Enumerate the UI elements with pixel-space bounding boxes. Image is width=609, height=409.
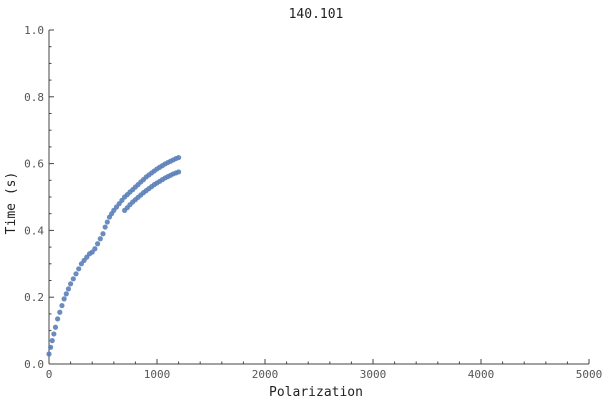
data-point bbox=[176, 169, 182, 175]
data-point bbox=[70, 276, 76, 282]
y-tick-label: 0.0 bbox=[24, 358, 44, 371]
x-tick-label: 1000 bbox=[144, 368, 171, 381]
data-point bbox=[104, 219, 110, 225]
data-point bbox=[48, 344, 54, 350]
x-tick-label: 0 bbox=[46, 368, 53, 381]
data-point bbox=[49, 338, 55, 344]
y-tick-label: 0.8 bbox=[24, 91, 44, 104]
data-point bbox=[76, 266, 82, 272]
axes bbox=[48, 30, 589, 365]
data-point bbox=[57, 309, 63, 315]
data-point bbox=[92, 246, 98, 252]
x-tick-label: 4000 bbox=[468, 368, 495, 381]
chart-title: 140.101 bbox=[289, 7, 344, 22]
x-tick-label: 2000 bbox=[252, 368, 279, 381]
y-axis-label: Time (s) bbox=[4, 172, 19, 235]
data-point bbox=[55, 316, 61, 322]
data-point bbox=[51, 331, 57, 337]
data-point bbox=[95, 241, 101, 247]
x-tick-label: 3000 bbox=[360, 368, 387, 381]
y-ticks: 0.0 0.2 0.4 0.6 0.8 1.0 bbox=[24, 24, 54, 371]
x-ticks: 0 1000 2000 3000 4000 5000 bbox=[46, 359, 603, 381]
y-tick-label: 0.4 bbox=[24, 224, 44, 237]
data-point bbox=[46, 351, 52, 357]
data-point bbox=[61, 296, 67, 302]
data-point bbox=[100, 231, 106, 237]
data-point bbox=[97, 236, 103, 242]
data-point bbox=[176, 154, 182, 161]
x-axis-label: Polarization bbox=[269, 385, 363, 400]
data-point bbox=[59, 302, 65, 309]
data-point bbox=[73, 271, 79, 277]
data-point bbox=[65, 286, 72, 292]
y-tick-label: 1.0 bbox=[24, 24, 44, 37]
data-point bbox=[68, 281, 74, 287]
data-points bbox=[46, 154, 182, 357]
y-tick-label: 0.2 bbox=[24, 291, 44, 304]
data-point bbox=[52, 324, 59, 330]
data-point bbox=[63, 291, 69, 297]
x-tick-label: 5000 bbox=[576, 368, 603, 381]
y-tick-label: 0.6 bbox=[24, 158, 44, 171]
data-point bbox=[102, 224, 108, 230]
